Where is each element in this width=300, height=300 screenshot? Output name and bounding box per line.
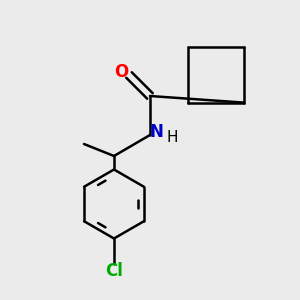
- Text: O: O: [114, 63, 129, 81]
- Text: N: N: [149, 123, 163, 141]
- Text: H: H: [167, 130, 178, 146]
- Text: Cl: Cl: [105, 262, 123, 280]
